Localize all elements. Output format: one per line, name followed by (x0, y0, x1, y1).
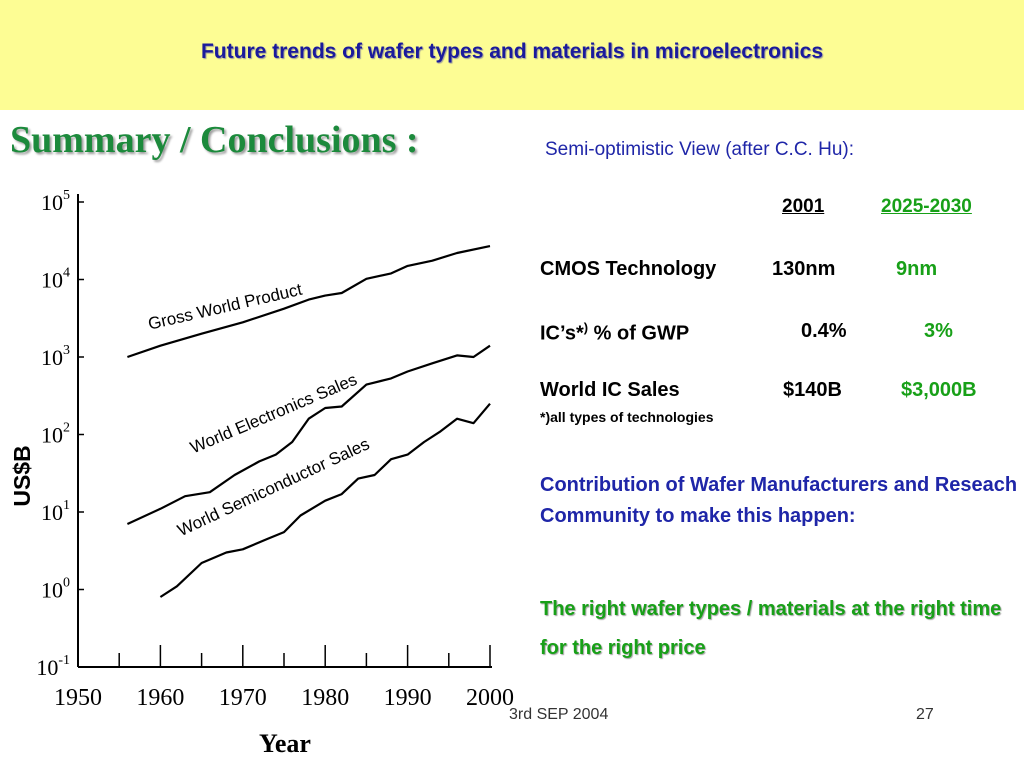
series-line (127, 245, 491, 359)
y-axis-label: US$B (9, 445, 35, 506)
page-number: 27 (916, 706, 934, 723)
series-line (159, 402, 491, 598)
row-value-future-ic-share: 3% (924, 320, 953, 342)
y-tick-label: 10-1 (36, 653, 70, 680)
trend-chart: US$B Year 105 104 103 102 101 100 10-1 1950 1960… (9, 188, 514, 758)
row-label-cmos: CMOS Technology (540, 258, 717, 280)
row-label-ic-sales: World IC Sales (540, 379, 680, 401)
x-tick-label: 1970 (219, 685, 267, 711)
row-value-future-ic-sales: $3,000B (901, 379, 977, 401)
row-value-2001-ic-share: 0.4% (801, 320, 847, 342)
slide-title: Future trends of wafer types and materia… (200, 40, 823, 63)
row-value-2001-cmos: 130nm (772, 258, 836, 280)
contribution-text: Contribution of Wafer Manufacturers and … (540, 474, 1018, 527)
footer-date: 3rd SEP 2004 (509, 706, 609, 723)
x-axis-label: Year (259, 729, 311, 758)
view-title: Semi-optimistic View (after C.C. Hu): (545, 139, 854, 160)
column-header-2001: 2001 (782, 196, 825, 217)
y-tick-label: 102 (41, 421, 70, 448)
y-tick-label: 100 (41, 576, 70, 603)
footnote: *)all types of technologies (540, 409, 714, 425)
y-tick-label: 105 (41, 188, 70, 215)
x-tick-label: 1960 (136, 685, 184, 711)
column-header-2025-2030: 2025-2030 (881, 196, 972, 217)
y-tick-label: 104 (41, 266, 70, 293)
title-banner: Future trends of wafer types and materia… (0, 0, 1024, 110)
row-value-future-cmos: 9nm (896, 258, 938, 280)
x-tick-label: 1980 (301, 685, 349, 711)
summary-heading: Summary / Conclusions : (10, 119, 419, 161)
x-tick-label: 1950 (54, 685, 102, 711)
row-label-ic-share: IC’s*) % of GWP (540, 320, 690, 345)
series-label: Gross World Product (146, 280, 304, 334)
y-tick-label: 103 (41, 343, 70, 370)
x-tick-label: 1990 (384, 685, 432, 711)
conclusion-text: The right wafer types / materials at the… (540, 598, 1002, 659)
row-value-2001-ic-sales: $140B (783, 379, 842, 401)
y-tick-label: 101 (41, 498, 70, 525)
x-tick-label: 2000 (466, 685, 514, 711)
series-label: World Electronics Sales (187, 370, 359, 458)
series-line (126, 344, 491, 525)
